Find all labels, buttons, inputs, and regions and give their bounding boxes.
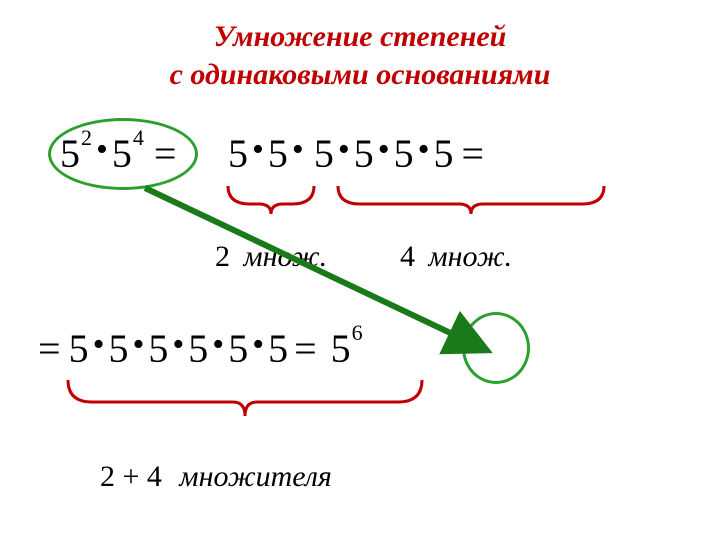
brace-3 xyxy=(68,380,422,416)
page-title: Умножение степеней с одинаковыми основан… xyxy=(0,0,720,93)
r1-d2: • xyxy=(292,131,304,169)
label-2-mnozh: 2 множ. xyxy=(215,240,327,274)
r2-d1: • xyxy=(93,326,105,364)
label-4-num: 4 xyxy=(400,240,415,273)
r2-5-6: 5 xyxy=(268,325,288,372)
result-base: 5 xyxy=(331,325,351,372)
r2-5-4: 5 xyxy=(188,325,208,372)
row2: = 5 • 5 • 5 • 5 • 5 • 5 = 5 6 xyxy=(30,325,363,372)
label-2plus4: 2 + 4 множителя xyxy=(100,460,332,494)
r2-d4: • xyxy=(212,326,224,364)
label-2-num: 2 xyxy=(215,240,230,273)
label-4-mnozh: 4 множ. xyxy=(400,240,512,274)
label-word: множителя xyxy=(179,460,331,493)
r1-5-6: 5 xyxy=(434,130,454,177)
ellipse-result xyxy=(462,312,530,384)
eq-3: = xyxy=(38,325,61,372)
r2-5-5: 5 xyxy=(228,325,248,372)
brace-2 xyxy=(338,186,604,214)
r2-5-3: 5 xyxy=(148,325,168,372)
r1-d4: • xyxy=(378,131,390,169)
r2-d3: • xyxy=(172,326,184,364)
label-expr: 2 + 4 xyxy=(100,460,162,493)
r2-5-1: 5 xyxy=(69,325,89,372)
eq-2: = xyxy=(462,130,485,177)
r1-5-3: 5 xyxy=(314,130,334,177)
result-exp: 6 xyxy=(352,320,363,346)
row1-rhs: 5 • 5 • 5 • 5 • 5 • 5 = xyxy=(228,130,492,177)
label-2-word: множ. xyxy=(244,240,328,273)
r2-d2: • xyxy=(132,326,144,364)
eq-4: = xyxy=(294,325,317,372)
r2-d5: • xyxy=(252,326,264,364)
r1-5-5: 5 xyxy=(394,130,414,177)
label-4-word: множ. xyxy=(429,240,513,273)
brace-1 xyxy=(228,186,314,214)
r1-d5: • xyxy=(418,131,430,169)
r1-d1: • xyxy=(252,131,264,169)
r2-5-2: 5 xyxy=(108,325,128,372)
r1-5-4: 5 xyxy=(354,130,374,177)
ellipse-lhs xyxy=(48,118,198,190)
r1-5-2: 5 xyxy=(268,130,288,177)
r1-d3: • xyxy=(338,131,350,169)
r1-5-1: 5 xyxy=(228,130,248,177)
title-line-2: с одинаковыми основаниями xyxy=(0,56,720,94)
title-line-1: Умножение степеней xyxy=(0,18,720,56)
